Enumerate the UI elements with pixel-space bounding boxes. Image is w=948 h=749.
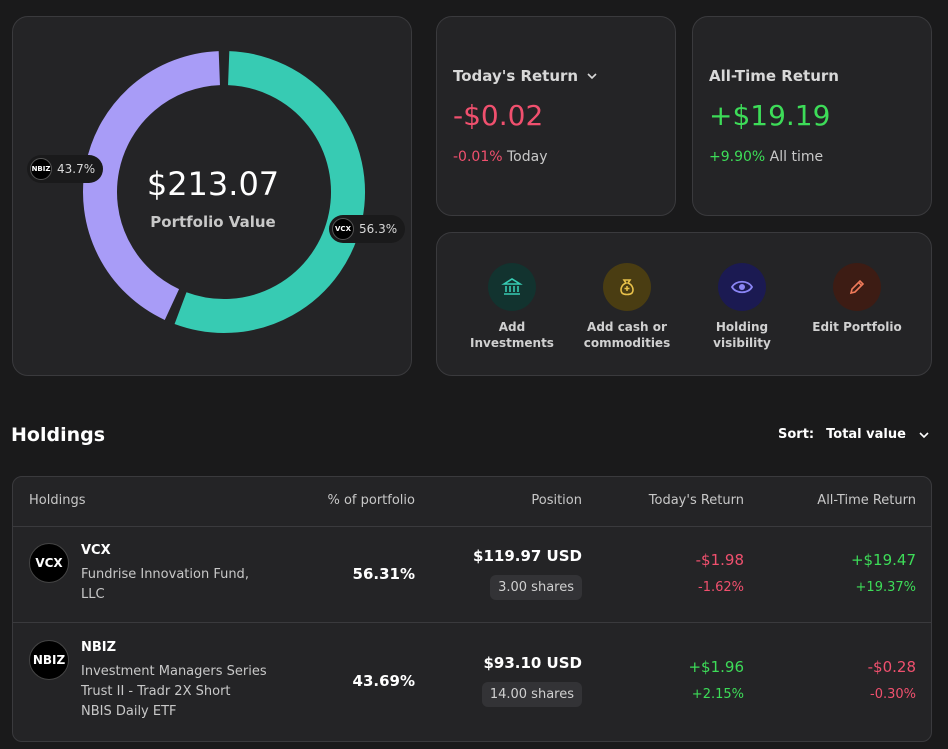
todays-return-card: Today's Return -$0.02 -0.01% Today <box>436 16 676 216</box>
portfolio-value-label: Portfolio Value <box>150 213 276 231</box>
holding-all-time-return-pct: +19.37% <box>855 580 916 595</box>
nbiz-logo: NBIZ <box>30 158 52 180</box>
column-header-all-time-return[interactable]: All-Time Return <box>817 493 916 508</box>
edit-portfolio-button[interactable]: Edit Portfolio <box>802 263 912 335</box>
column-header-todays-return[interactable]: Today's Return <box>648 493 744 508</box>
pencil-icon <box>833 263 881 311</box>
add-investments-label: Add Investments <box>470 320 554 350</box>
all-time-return-card: All-Time Return +$19.19 +9.90% All time <box>692 16 932 216</box>
table-row[interactable]: NBIZ NBIZ Investment Managers Series Tru… <box>13 624 931 741</box>
todays-return-suffix: Today <box>506 149 548 165</box>
all-time-return-subtitle: +9.90% All time <box>709 149 823 165</box>
chevron-down-icon <box>587 73 597 80</box>
todays-return-title: Today's Return <box>453 67 579 85</box>
holding-all-time-return-amount: +$19.47 <box>850 551 916 569</box>
holding-all-time-return-pct: -0.30% <box>870 687 916 702</box>
segment-percent-nbiz: 43.7% <box>57 162 96 176</box>
holding-todays-return-pct: +2.15% <box>691 687 744 702</box>
all-time-return-pct: +9.90% <box>709 149 766 165</box>
vcx-logo: VCX <box>332 218 354 240</box>
chevron-down-icon <box>919 431 929 438</box>
holding-todays-return-amount: -$1.98 <box>695 551 744 569</box>
column-header-percent[interactable]: % of portfolio <box>327 493 415 508</box>
all-time-return-suffix: All time <box>769 149 824 165</box>
holding-position: $93.10 USD <box>483 654 582 672</box>
edit-portfolio-label: Edit Portfolio <box>812 320 902 334</box>
portfolio-donut-card: $213.07 Portfolio Value NBIZ 43.7% VCX 5… <box>12 16 412 376</box>
holding-all-time-return-amount: -$0.28 <box>867 658 916 676</box>
holding-percent: 43.69% <box>352 672 415 690</box>
holding-todays-return-amount: +$1.96 <box>688 658 744 676</box>
column-header-position[interactable]: Position <box>531 493 582 508</box>
holding-name: Fundrise Innovation Fund, LLC <box>81 567 249 602</box>
holding-ticker: VCX <box>81 543 111 558</box>
segment-label-vcx: VCX 56.3% <box>329 215 406 243</box>
holdings-table: Holdings % of portfolio Position Today's… <box>12 476 932 742</box>
table-header: Holdings % of portfolio Position Today's… <box>13 477 931 527</box>
todays-return-pct: -0.01% <box>453 149 503 165</box>
sort-dropdown[interactable]: Sort: Total value <box>778 427 930 442</box>
sort-label: Sort: <box>778 427 815 442</box>
todays-return-subtitle: -0.01% Today <box>453 149 547 165</box>
bank-icon <box>488 263 536 311</box>
portfolio-value: $213.07 <box>146 165 280 203</box>
holding-visibility-label: Holding visibility <box>713 320 771 350</box>
segment-percent-vcx: 56.3% <box>359 222 398 236</box>
nbiz-logo: NBIZ <box>29 640 69 680</box>
quick-actions-card: Add Investments Add cash or commodities Ho… <box>436 232 932 376</box>
holding-shares: 3.00 shares <box>490 575 582 600</box>
add-investments-button[interactable]: Add Investments <box>457 263 567 351</box>
todays-return-dropdown[interactable]: Today's Return <box>453 67 598 85</box>
holding-todays-return-pct: -1.62% <box>698 580 744 595</box>
sort-value: Total value <box>826 427 906 442</box>
all-time-return-value: +$19.19 <box>709 99 831 132</box>
all-time-return-title: All-Time Return <box>709 67 839 85</box>
money-bag-icon <box>603 263 651 311</box>
segment-label-nbiz: NBIZ 43.7% <box>27 155 104 183</box>
holding-name: Investment Managers Series Trust II - Tr… <box>81 664 267 719</box>
holding-shares: 14.00 shares <box>481 682 582 707</box>
add-cash-button[interactable]: Add cash or commodities <box>572 263 682 351</box>
holding-visibility-button[interactable]: Holding visibility <box>687 263 797 351</box>
holding-position: $119.97 USD <box>473 547 582 565</box>
holdings-title: Holdings <box>11 424 106 446</box>
vcx-logo: VCX <box>29 543 69 583</box>
column-header-holdings[interactable]: Holdings <box>29 493 86 508</box>
eye-icon <box>718 263 766 311</box>
table-row[interactable]: VCX VCX Fundrise Innovation Fund, LLC 56… <box>13 527 931 623</box>
holding-percent: 56.31% <box>352 565 415 583</box>
add-cash-label: Add cash or commodities <box>583 320 671 350</box>
holding-ticker: NBIZ <box>81 640 117 655</box>
todays-return-value: -$0.02 <box>453 99 544 132</box>
